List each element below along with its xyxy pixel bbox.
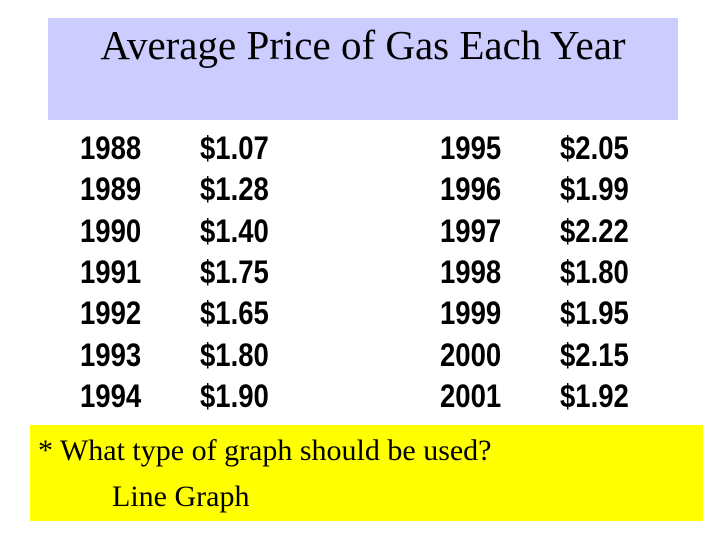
price-cell: $1.40 <box>200 212 269 249</box>
year-cell: 1998 <box>440 253 502 290</box>
price-cell: $1.99 <box>560 171 629 208</box>
year-cell: 1990 <box>80 212 142 249</box>
price-cell: $1.65 <box>200 295 269 332</box>
year-cell: 1992 <box>80 295 142 332</box>
year-cell: 1989 <box>80 171 142 208</box>
price-cell: $1.07 <box>200 130 269 166</box>
year-cell: 1993 <box>80 336 142 373</box>
price-cell: $1.75 <box>200 253 269 290</box>
year-cell: 1999 <box>440 295 502 332</box>
year-cell: 2000 <box>440 336 502 373</box>
year-cell: 1996 <box>440 171 502 208</box>
price-cell: $1.80 <box>560 253 629 290</box>
price-cell: $2.05 <box>560 130 629 166</box>
price-cell: $1.90 <box>200 377 269 414</box>
note-question: * What type of graph should be used? <box>38 434 492 467</box>
year-cell: 2001 <box>440 377 502 414</box>
note-answer: Line Graph <box>112 480 250 513</box>
price-cell: $1.28 <box>200 171 269 208</box>
year-cell: 1997 <box>440 212 502 249</box>
price-cell: $1.80 <box>200 336 269 373</box>
price-cell: $2.22 <box>560 212 629 249</box>
year-cell: 1995 <box>440 130 502 166</box>
year-cell: 1994 <box>80 377 142 414</box>
note-box: * What type of graph should be used? Lin… <box>30 425 703 521</box>
title: Average Price of Gas Each Year <box>100 22 626 68</box>
price-cell: $1.92 <box>560 377 629 414</box>
title-box: Average Price of Gas Each Year <box>48 18 678 120</box>
year-cell: 1991 <box>80 253 142 290</box>
price-cell: $1.95 <box>560 295 629 332</box>
year-cell: 1988 <box>80 130 142 166</box>
price-cell: $2.15 <box>560 336 629 373</box>
